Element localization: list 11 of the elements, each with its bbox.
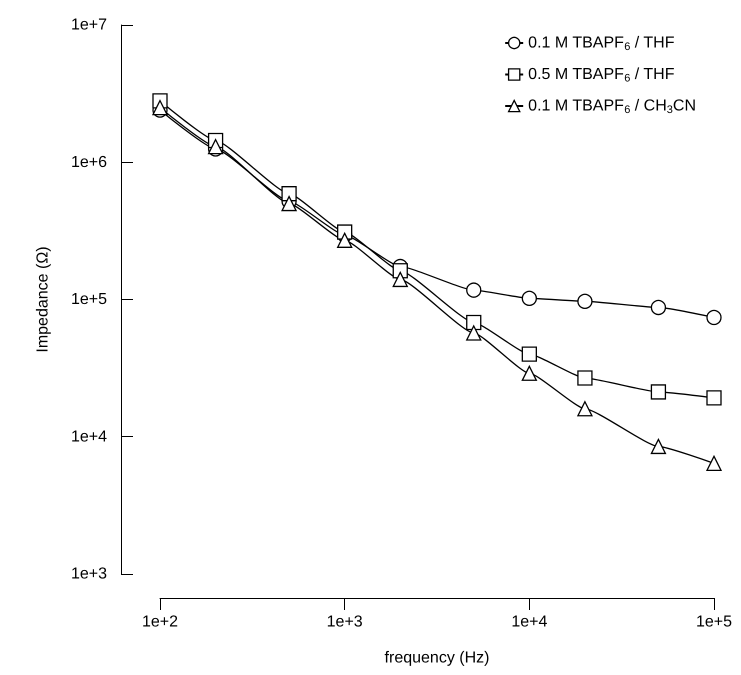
y-axis-title: Impedance (Ω) [34,246,52,353]
y-tick-label: 1e+3 [70,566,108,582]
y-tick-label: 1e+4 [70,428,108,446]
x-tick-label: 1e+2 [142,614,178,630]
x-axis-title: frequency (Hz) [384,650,490,666]
x-tick-label: 1e+3 [326,614,363,630]
x-tick-label: 1e+5 [696,614,732,630]
x-tick-label: 1e+4 [511,614,548,630]
y-tick-label: 1e+6 [70,154,108,171]
y-tick-label: 1e+5 [70,291,108,308]
y-tick-label: 1e+7 [70,16,108,34]
